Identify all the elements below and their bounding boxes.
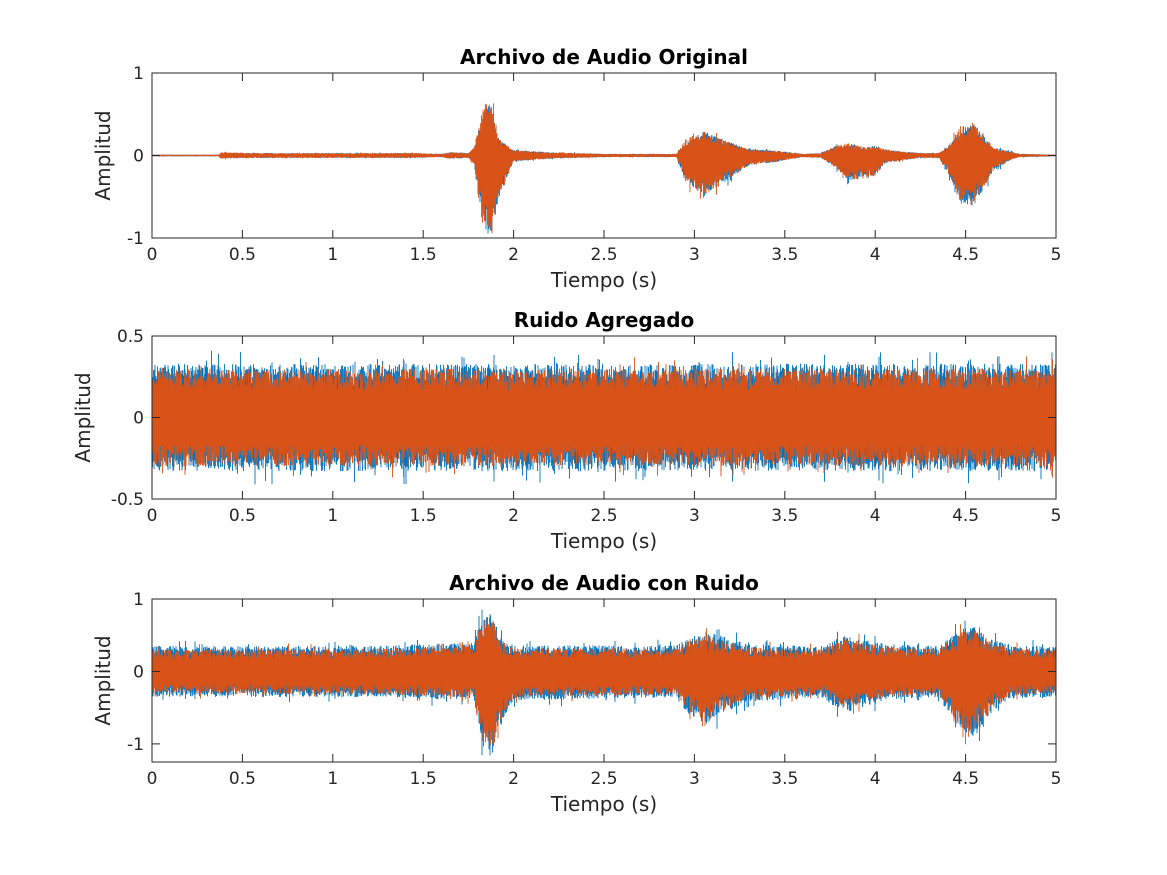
x-tick-label: 2.5 bbox=[590, 506, 617, 526]
x-tick-label: 2.5 bbox=[590, 769, 617, 789]
y-tick-label: 1 bbox=[133, 590, 144, 610]
x-tick-label: 1 bbox=[327, 506, 338, 526]
x-tick-label: 2.5 bbox=[590, 245, 617, 265]
x-tick-label: 1 bbox=[327, 769, 338, 789]
chart-title: Ruido Agregado bbox=[514, 308, 695, 332]
x-tick-label: 5 bbox=[1051, 769, 1062, 789]
x-tick-label: 5 bbox=[1051, 245, 1062, 265]
x-tick-label: 0.5 bbox=[229, 506, 256, 526]
chart-title: Archivo de Audio con Ruido bbox=[449, 571, 759, 595]
y-tick-label: -1 bbox=[127, 229, 144, 249]
series-2-waveform bbox=[152, 356, 1056, 478]
x-tick-label: 4 bbox=[870, 769, 881, 789]
x-tick-label: 0.5 bbox=[229, 769, 256, 789]
y-axis-label: Amplitud bbox=[71, 372, 95, 462]
y-tick-label: 1 bbox=[133, 64, 144, 84]
x-axis-label: Tiempo (s) bbox=[550, 529, 657, 553]
x-tick-label: 3 bbox=[689, 506, 700, 526]
y-tick-label: -1 bbox=[127, 735, 144, 755]
x-tick-label: 3 bbox=[689, 245, 700, 265]
x-tick-label: 0 bbox=[147, 245, 158, 265]
x-tick-label: 3.5 bbox=[771, 506, 798, 526]
chart-title: Archivo de Audio Original bbox=[460, 45, 748, 69]
x-tick-label: 2 bbox=[508, 245, 519, 265]
x-tick-label: 1.5 bbox=[410, 506, 437, 526]
x-tick-label: 3.5 bbox=[771, 245, 798, 265]
x-tick-label: 0 bbox=[147, 506, 158, 526]
x-tick-label: 3 bbox=[689, 769, 700, 789]
y-tick-label: 0 bbox=[133, 662, 144, 682]
y-axis-label: Amplitud bbox=[91, 110, 115, 200]
x-tick-label: 2 bbox=[508, 506, 519, 526]
x-tick-label: 0 bbox=[147, 769, 158, 789]
x-tick-label: 2 bbox=[508, 769, 519, 789]
x-axis-label: Tiempo (s) bbox=[550, 792, 657, 816]
x-tick-label: 4.5 bbox=[952, 245, 979, 265]
y-tick-label: 0 bbox=[133, 147, 144, 167]
x-tick-label: 5 bbox=[1051, 506, 1062, 526]
y-tick-label: -0.5 bbox=[111, 490, 144, 510]
x-tick-label: 0.5 bbox=[229, 245, 256, 265]
x-tick-label: 1.5 bbox=[410, 769, 437, 789]
x-tick-label: 1 bbox=[327, 245, 338, 265]
x-tick-label: 4 bbox=[870, 245, 881, 265]
x-tick-label: 4 bbox=[870, 506, 881, 526]
x-tick-label: 4.5 bbox=[952, 769, 979, 789]
x-tick-label: 1.5 bbox=[410, 245, 437, 265]
y-axis-label: Amplitud bbox=[91, 635, 115, 725]
x-tick-label: 4.5 bbox=[952, 506, 979, 526]
x-tick-label: 3.5 bbox=[771, 769, 798, 789]
x-axis-label: Tiempo (s) bbox=[550, 268, 657, 292]
y-tick-label: 0.5 bbox=[117, 327, 144, 347]
series-2-waveform bbox=[152, 103, 1056, 234]
y-tick-label: 0 bbox=[133, 409, 144, 429]
series-2-waveform bbox=[152, 618, 1056, 746]
